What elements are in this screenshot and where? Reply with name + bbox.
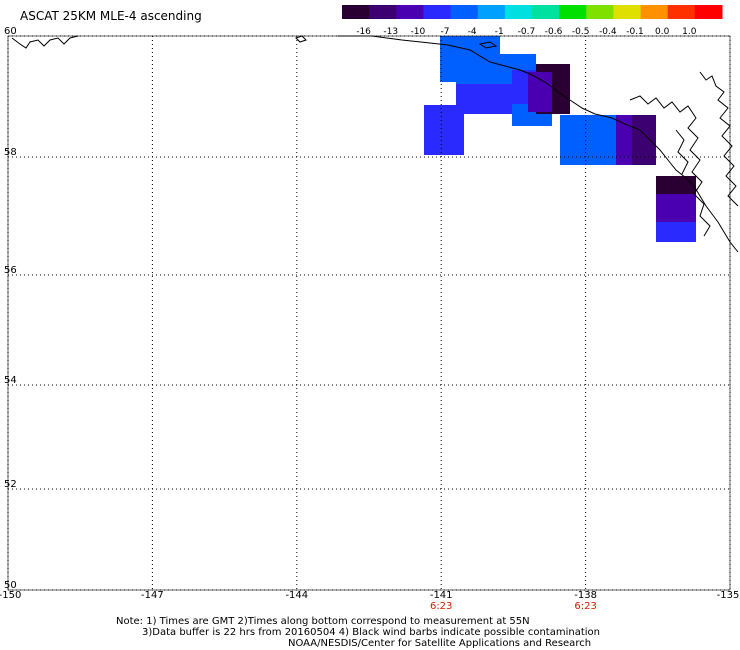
colorbar-label: -0.5	[571, 27, 590, 37]
swath-cell	[456, 50, 496, 84]
longitude-label: -144	[285, 590, 309, 601]
colorbar-swatch	[423, 5, 452, 19]
colorbar-label: -1	[494, 27, 504, 37]
colorbar-swatch	[667, 5, 696, 19]
latitude-label: 50	[4, 580, 17, 591]
colorbar-label: -16	[356, 27, 371, 37]
coastline-fjords	[699, 71, 739, 207]
coastline-kodiak	[11, 35, 79, 49]
colorbar-swatch	[504, 5, 533, 19]
colorbar-swatch	[396, 5, 424, 19]
colorbar-swatch	[342, 5, 370, 19]
swath-cell	[456, 84, 512, 114]
swath-cell	[616, 115, 632, 165]
note-line-3: NOAA/NESDIS/Center for Satellite Applica…	[288, 638, 592, 649]
latitude-label: 54	[4, 375, 17, 386]
colorbar-swatch	[477, 5, 506, 19]
colorbar-swatch	[640, 5, 669, 19]
colorbar-label: -4	[467, 27, 477, 37]
colorbar-swatch	[586, 5, 614, 19]
swath-cells	[424, 36, 696, 242]
colorbar-label: -13	[383, 27, 399, 37]
swath-cell	[656, 194, 696, 222]
longitude-label: -135	[716, 590, 740, 601]
colorbar-label: -0.1	[626, 27, 644, 37]
swath-cell	[528, 72, 552, 112]
note-line-1: Note: 1) Times are GMT 2)Times along bot…	[116, 616, 530, 627]
note-line-2: 3)Data buffer is 22 hrs from 20160504 4)…	[142, 627, 600, 638]
coastline-alaska	[338, 35, 739, 253]
colorbar-label: -0.6	[544, 27, 563, 37]
map-title: ASCAT 25KM MLE-4 ascending	[20, 9, 202, 23]
colorbar-swatch	[450, 5, 479, 19]
colorbar-label: -10	[410, 27, 426, 37]
coastline-inlet	[675, 129, 689, 175]
coastline-island-2	[478, 41, 498, 49]
colorbar-swatch	[532, 5, 560, 19]
time-label: 6:23	[429, 601, 453, 612]
latitude-label: 56	[4, 265, 17, 276]
colorbar-label: 0.0	[654, 27, 670, 37]
colorbar-swatch	[369, 5, 397, 19]
coastline-archipelago	[629, 95, 711, 237]
colorbar	[342, 5, 723, 19]
time-label: 6:23	[574, 601, 597, 612]
longitude-label: -147	[141, 590, 164, 601]
swath-cell	[656, 176, 696, 194]
longitude-label: -138	[574, 590, 597, 601]
swath-cell	[476, 36, 500, 54]
colorbar-label: -0.7	[517, 27, 536, 37]
swath-cell	[424, 105, 464, 155]
latitude-label: 58	[4, 147, 17, 158]
latitude-label: 52	[4, 479, 17, 490]
colorbar-label: -0.4	[599, 27, 617, 37]
swath-cell	[656, 222, 696, 242]
longitude-label: -141	[429, 590, 453, 601]
coastline-island-1	[295, 35, 307, 43]
colorbar-swatch	[694, 5, 723, 19]
map-frame	[7, 35, 731, 591]
longitude-label: -150	[0, 590, 22, 601]
colorbar-label: 1.0	[682, 27, 697, 37]
colorbar-swatch	[613, 5, 642, 19]
colorbar-label: -7	[440, 27, 450, 37]
colorbar-swatch	[559, 5, 587, 19]
latitude-label: 60	[4, 26, 17, 37]
